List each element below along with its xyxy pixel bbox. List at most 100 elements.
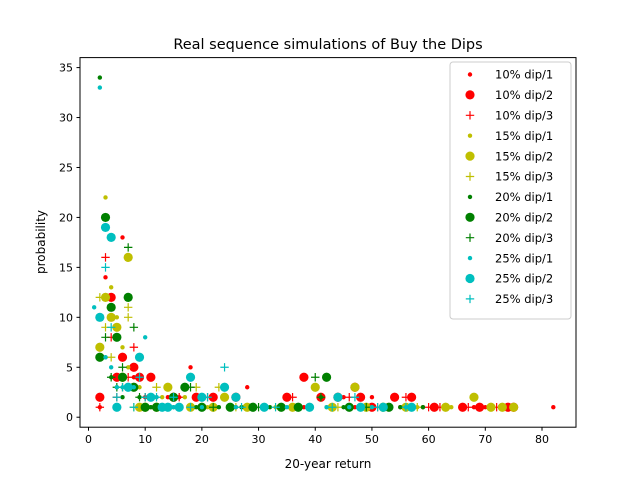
series-12 bbox=[101, 263, 411, 412]
data-point bbox=[449, 405, 454, 410]
data-point bbox=[551, 405, 556, 410]
data-point bbox=[129, 343, 139, 352]
data-point bbox=[103, 275, 108, 280]
data-point bbox=[95, 312, 105, 322]
data-point bbox=[401, 403, 411, 412]
y-tick-label: 5 bbox=[66, 361, 73, 374]
legend-item: 10% dip/3 bbox=[465, 109, 553, 123]
legend-label: 20% dip/1 bbox=[495, 190, 553, 204]
y-tick-label: 10 bbox=[59, 311, 73, 324]
data-point bbox=[486, 402, 496, 412]
data-point bbox=[106, 312, 116, 322]
legend-item: 25% dip/1 bbox=[467, 251, 553, 265]
data-point bbox=[483, 405, 488, 410]
data-point bbox=[310, 382, 320, 392]
data-point bbox=[112, 332, 122, 342]
legend-marker bbox=[465, 151, 475, 161]
data-point bbox=[100, 222, 111, 233]
data-point bbox=[284, 405, 290, 410]
x-tick-label: 50 bbox=[365, 433, 379, 446]
data-point bbox=[146, 392, 156, 402]
legend-label: 15% dip/1 bbox=[495, 129, 553, 143]
legend-marker bbox=[465, 111, 475, 120]
data-point bbox=[341, 405, 346, 410]
data-point bbox=[163, 382, 173, 392]
data-point bbox=[220, 363, 229, 372]
data-point bbox=[129, 403, 139, 412]
data-point bbox=[185, 372, 196, 382]
data-point bbox=[398, 405, 403, 410]
data-point bbox=[118, 383, 127, 392]
data-point bbox=[355, 402, 366, 412]
data-point bbox=[328, 403, 337, 412]
x-tick-label: 80 bbox=[535, 433, 549, 446]
data-point bbox=[182, 395, 188, 400]
data-point bbox=[216, 405, 222, 410]
data-point bbox=[118, 363, 127, 372]
legend-item: 20% dip/2 bbox=[465, 211, 553, 225]
data-point bbox=[352, 405, 358, 410]
legend-item: 10% dip/2 bbox=[465, 88, 553, 102]
data-point bbox=[137, 385, 142, 390]
data-point bbox=[91, 305, 97, 310]
data-point bbox=[140, 402, 150, 412]
legend-marker bbox=[465, 172, 475, 181]
legend-label: 20% dip/3 bbox=[495, 231, 553, 245]
legend-item: 25% dip/3 bbox=[465, 292, 553, 306]
legend-marker bbox=[465, 90, 475, 100]
data-point bbox=[469, 392, 479, 402]
data-point bbox=[186, 383, 195, 392]
data-point bbox=[429, 402, 439, 412]
data-point bbox=[301, 405, 307, 410]
data-point bbox=[169, 393, 178, 402]
data-point bbox=[108, 285, 114, 290]
data-point bbox=[208, 392, 218, 402]
data-point bbox=[464, 403, 473, 412]
data-point bbox=[407, 392, 417, 402]
data-point bbox=[321, 372, 332, 382]
y-tick-label: 20 bbox=[59, 211, 73, 224]
data-point bbox=[152, 393, 161, 402]
data-point bbox=[225, 402, 235, 412]
legend-marker bbox=[465, 233, 475, 242]
data-point bbox=[194, 405, 199, 410]
data-point bbox=[106, 323, 116, 332]
data-point bbox=[103, 355, 108, 360]
data-point bbox=[106, 373, 116, 382]
data-point bbox=[324, 405, 329, 410]
data-point bbox=[424, 403, 433, 412]
data-point bbox=[125, 365, 131, 370]
legend-box bbox=[449, 61, 572, 320]
data-point bbox=[316, 393, 326, 402]
data-point bbox=[120, 395, 125, 400]
legend-label: 25% dip/2 bbox=[495, 272, 553, 286]
data-point bbox=[123, 252, 133, 262]
data-point bbox=[112, 402, 122, 412]
data-point bbox=[123, 303, 133, 312]
data-point bbox=[131, 385, 137, 390]
data-point bbox=[106, 353, 116, 362]
data-point bbox=[205, 405, 210, 410]
data-point bbox=[199, 405, 205, 410]
data-point bbox=[475, 402, 485, 412]
data-point bbox=[123, 313, 133, 322]
legend-marker bbox=[465, 294, 475, 304]
data-point bbox=[97, 75, 103, 80]
series-11 bbox=[95, 222, 417, 412]
data-point bbox=[101, 333, 110, 342]
data-point bbox=[458, 402, 468, 412]
data-point bbox=[108, 365, 114, 370]
data-point bbox=[100, 292, 111, 302]
data-point bbox=[106, 302, 116, 312]
x-tick-label: 40 bbox=[308, 433, 322, 446]
legend-label: 10% dip/3 bbox=[495, 109, 553, 123]
data-point bbox=[117, 352, 128, 362]
data-point bbox=[131, 375, 137, 380]
data-point bbox=[114, 315, 120, 320]
legend-label: 25% dip/1 bbox=[495, 251, 553, 265]
data-point bbox=[305, 403, 314, 412]
data-point bbox=[441, 402, 451, 412]
legend-marker bbox=[467, 194, 473, 200]
legend-item: 15% dip/1 bbox=[467, 129, 553, 143]
